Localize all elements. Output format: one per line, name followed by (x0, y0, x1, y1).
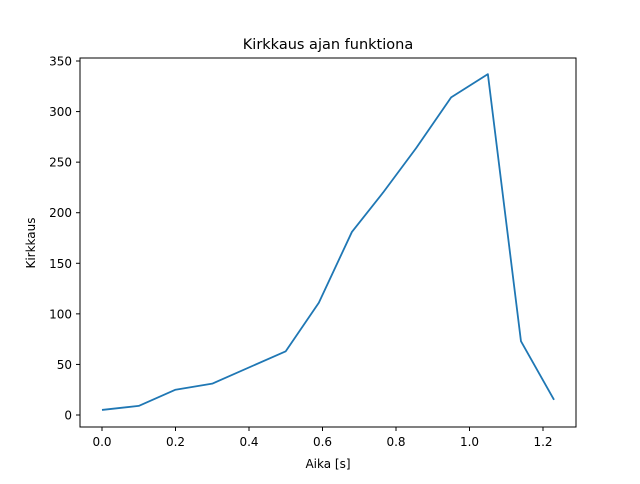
y-tick-label: 50 (57, 358, 72, 372)
y-tick-label: 0 (64, 409, 72, 423)
y-tick-label: 250 (49, 156, 72, 170)
y-tick-label: 150 (49, 257, 72, 271)
plot-area-frame (80, 58, 576, 427)
series-line-kirkkaus (102, 74, 554, 410)
x-tick-label: 1.2 (533, 435, 552, 449)
x-tick-label: 0.4 (239, 435, 258, 449)
y-tick-label: 350 (49, 55, 72, 69)
x-tick-label: 1.0 (460, 435, 479, 449)
x-axis-label: Aika [s] (305, 457, 350, 471)
x-tick-label: 0.2 (166, 435, 185, 449)
y-tick-label: 300 (49, 105, 72, 119)
y-axis-label: Kirkkaus (24, 217, 38, 268)
y-tick-label: 100 (49, 307, 72, 321)
x-tick-label: 0.0 (92, 435, 111, 449)
y-tick-label: 200 (49, 206, 72, 220)
chart-title: Kirkkaus ajan funktiona (243, 37, 413, 53)
x-tick-label: 0.8 (386, 435, 405, 449)
x-tick-label: 0.6 (313, 435, 332, 449)
